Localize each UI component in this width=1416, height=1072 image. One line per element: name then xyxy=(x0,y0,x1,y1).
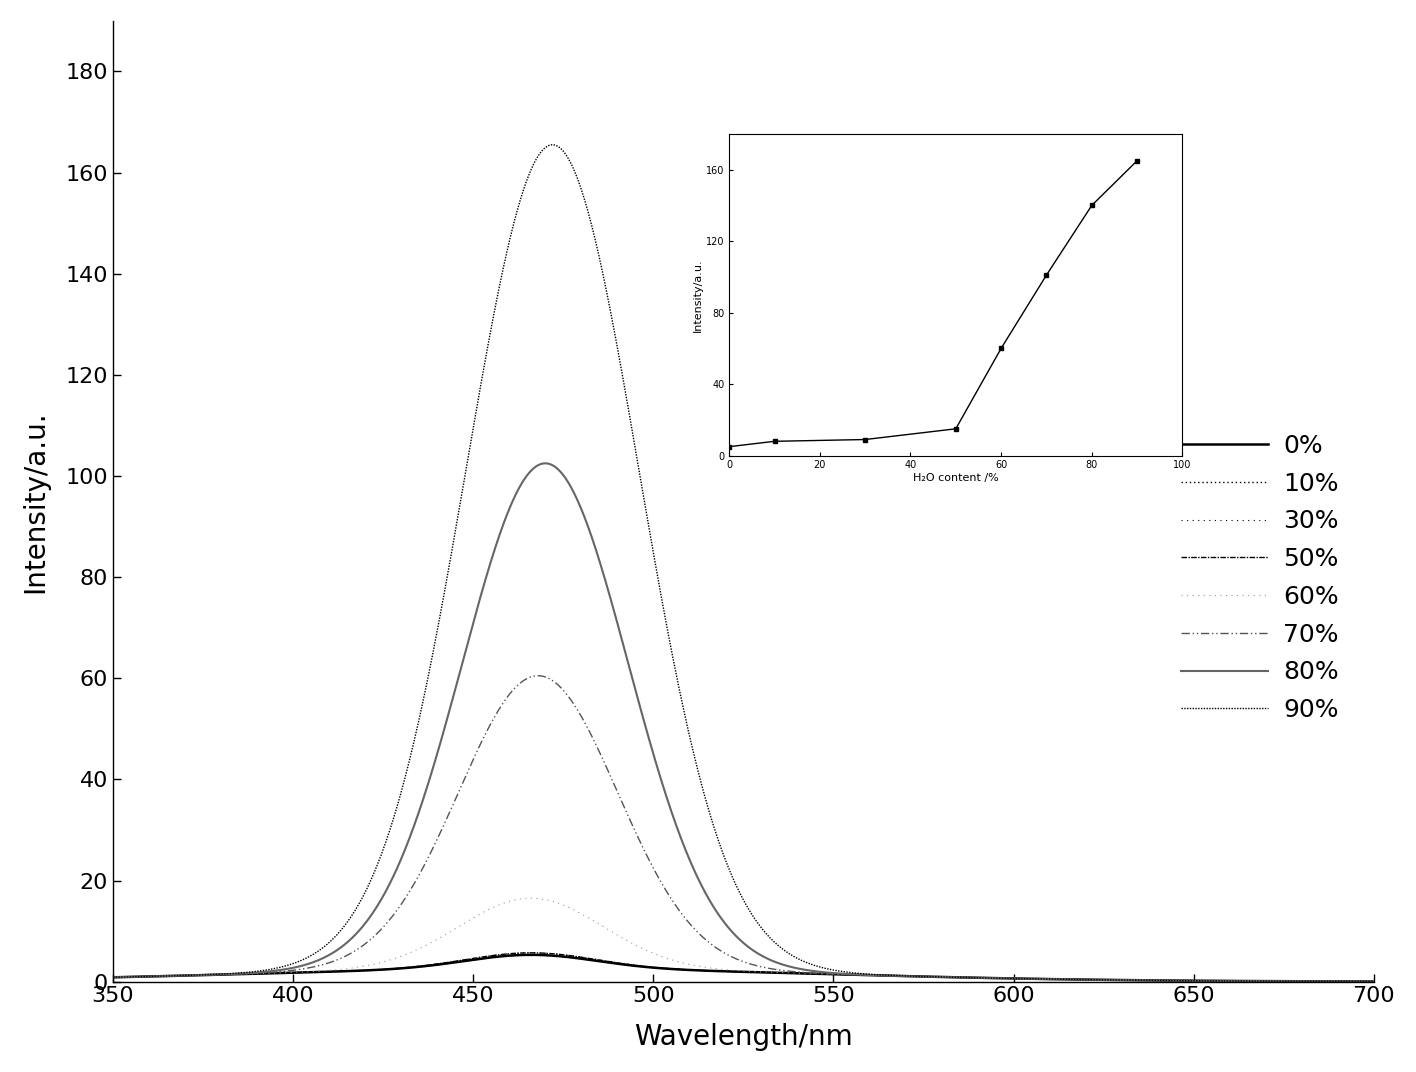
90% xyxy=(105,971,122,984)
60% xyxy=(685,958,702,971)
50% xyxy=(105,971,122,984)
60% xyxy=(523,892,539,905)
Legend: 0%, 10%, 30%, 50%, 60%, 70%, 80%, 90%: 0%, 10%, 30%, 50%, 60%, 70%, 80%, 90% xyxy=(1171,423,1348,732)
Line: 50%: 50% xyxy=(113,953,1374,982)
0% xyxy=(685,964,702,977)
50% xyxy=(169,969,185,982)
80% xyxy=(169,969,185,982)
X-axis label: H₂O content /%: H₂O content /% xyxy=(913,473,998,483)
Line: 30%: 30% xyxy=(113,953,1374,982)
80% xyxy=(718,919,735,932)
Line: 90%: 90% xyxy=(113,145,1374,982)
Line: 60%: 60% xyxy=(113,898,1374,982)
0% xyxy=(718,965,735,978)
50% xyxy=(1097,973,1114,986)
X-axis label: Wavelength/nm: Wavelength/nm xyxy=(634,1023,852,1052)
80% xyxy=(105,971,122,984)
80% xyxy=(537,457,554,470)
10% xyxy=(523,949,539,962)
Line: 0%: 0% xyxy=(113,955,1374,982)
60% xyxy=(1365,976,1382,988)
50% xyxy=(1328,974,1345,987)
30% xyxy=(105,971,122,984)
80% xyxy=(1328,974,1345,987)
70% xyxy=(105,971,122,984)
30% xyxy=(1097,973,1114,986)
80% xyxy=(1365,976,1382,988)
0% xyxy=(523,949,539,962)
10% xyxy=(1097,973,1114,986)
70% xyxy=(169,969,185,982)
70% xyxy=(685,921,702,934)
60% xyxy=(1328,974,1345,987)
Y-axis label: Intensity/a.u.: Intensity/a.u. xyxy=(21,410,48,593)
30% xyxy=(1365,976,1382,988)
60% xyxy=(105,971,122,984)
90% xyxy=(1330,974,1347,987)
10% xyxy=(169,969,185,982)
0% xyxy=(169,969,185,982)
80% xyxy=(1097,973,1114,986)
50% xyxy=(1365,976,1382,988)
90% xyxy=(1097,973,1114,986)
90% xyxy=(1328,974,1345,987)
90% xyxy=(685,745,702,758)
70% xyxy=(1328,974,1345,987)
60% xyxy=(718,964,735,977)
0% xyxy=(1097,973,1114,986)
30% xyxy=(685,964,702,977)
10% xyxy=(1328,974,1345,987)
10% xyxy=(718,965,735,978)
30% xyxy=(718,965,735,978)
60% xyxy=(1330,974,1347,987)
70% xyxy=(1330,974,1347,987)
30% xyxy=(1330,974,1347,987)
70% xyxy=(1097,973,1114,986)
10% xyxy=(1365,976,1382,988)
Y-axis label: Intensity/a.u.: Intensity/a.u. xyxy=(692,258,704,331)
Line: 10%: 10% xyxy=(113,955,1374,982)
10% xyxy=(685,964,702,977)
30% xyxy=(169,969,185,982)
60% xyxy=(169,969,185,982)
70% xyxy=(718,948,735,961)
50% xyxy=(523,947,539,959)
90% xyxy=(718,857,735,869)
70% xyxy=(530,669,547,682)
60% xyxy=(1097,973,1114,986)
10% xyxy=(1330,974,1347,987)
30% xyxy=(1328,974,1345,987)
70% xyxy=(1365,976,1382,988)
80% xyxy=(1330,974,1347,987)
50% xyxy=(1330,974,1347,987)
50% xyxy=(718,965,735,978)
0% xyxy=(1330,974,1347,987)
90% xyxy=(1365,976,1382,988)
30% xyxy=(523,947,539,959)
90% xyxy=(169,969,185,982)
80% xyxy=(685,862,702,875)
0% xyxy=(1365,976,1382,988)
50% xyxy=(685,964,702,977)
10% xyxy=(105,971,122,984)
0% xyxy=(1328,974,1345,987)
Line: 70%: 70% xyxy=(113,675,1374,982)
0% xyxy=(105,971,122,984)
Line: 80%: 80% xyxy=(113,463,1374,982)
90% xyxy=(544,138,561,151)
